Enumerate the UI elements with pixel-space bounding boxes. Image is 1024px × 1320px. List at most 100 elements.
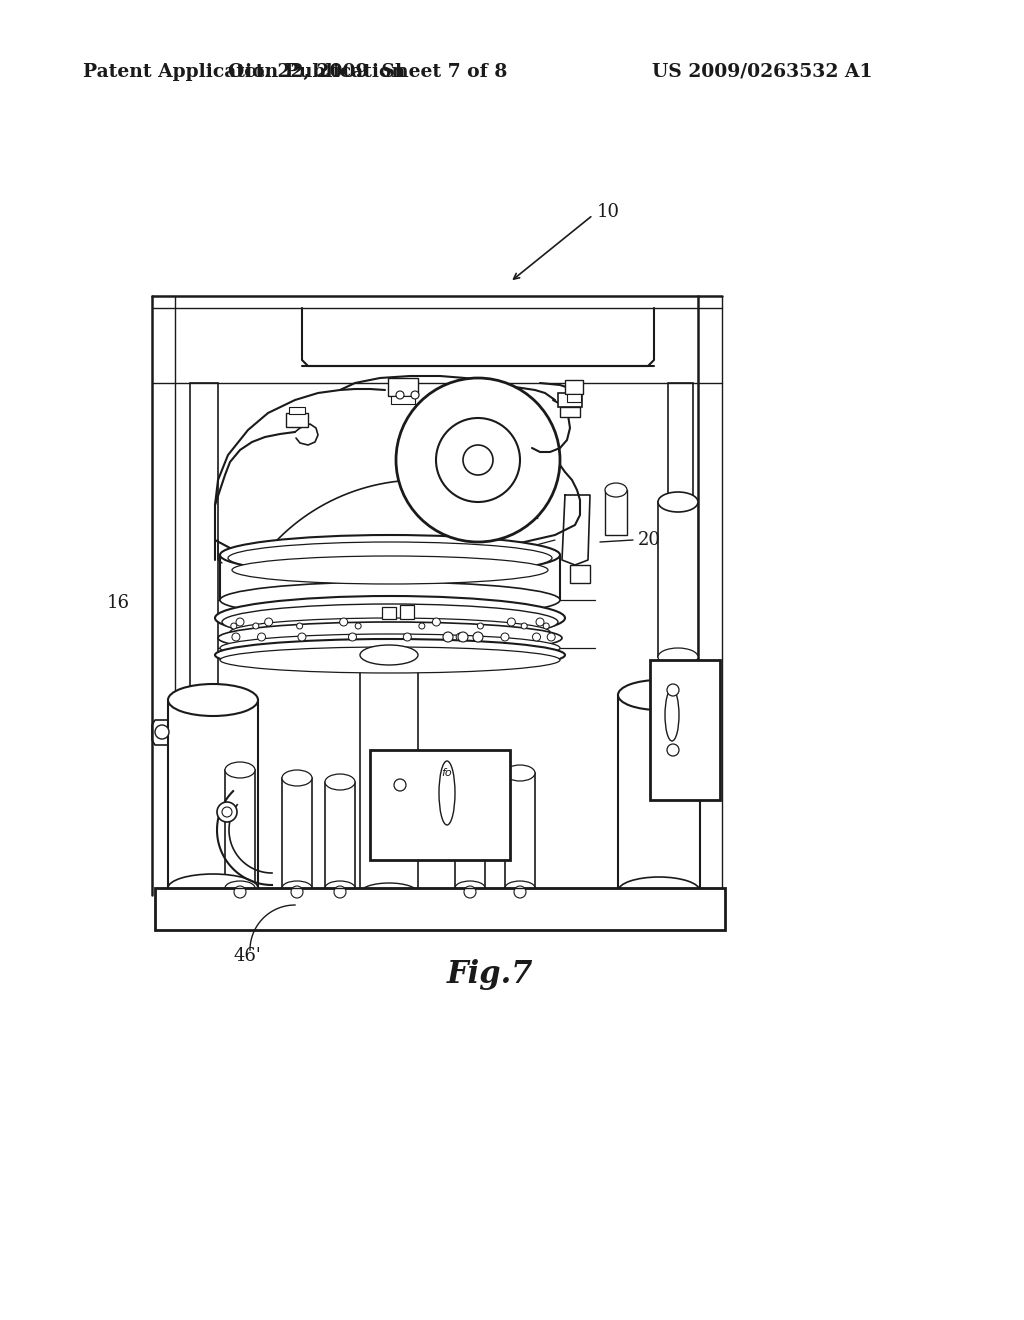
Bar — [565, 380, 583, 393]
Bar — [286, 413, 308, 426]
Ellipse shape — [605, 483, 627, 498]
Ellipse shape — [282, 880, 312, 895]
Bar — [558, 393, 582, 407]
Circle shape — [155, 725, 169, 739]
Circle shape — [443, 632, 453, 642]
Circle shape — [236, 618, 244, 626]
Ellipse shape — [505, 766, 535, 781]
Ellipse shape — [222, 605, 558, 640]
Ellipse shape — [168, 684, 258, 715]
Bar — [505, 774, 535, 888]
Bar — [658, 502, 698, 657]
Text: 46': 46' — [233, 946, 261, 965]
Text: fo: fo — [441, 768, 453, 777]
Bar — [325, 781, 355, 888]
Ellipse shape — [225, 880, 255, 895]
Ellipse shape — [218, 622, 562, 653]
Bar — [282, 777, 312, 888]
Text: Oct. 22, 2009  Sheet 7 of 8: Oct. 22, 2009 Sheet 7 of 8 — [228, 63, 508, 81]
Text: Fig.7: Fig.7 — [446, 960, 534, 990]
Ellipse shape — [360, 645, 418, 665]
Text: 16: 16 — [106, 594, 130, 612]
Bar — [370, 750, 510, 861]
Bar — [567, 393, 581, 403]
Ellipse shape — [455, 770, 485, 785]
Ellipse shape — [658, 492, 698, 512]
Circle shape — [464, 886, 476, 898]
Circle shape — [257, 634, 265, 642]
Ellipse shape — [220, 582, 560, 618]
Bar — [605, 490, 627, 535]
Text: US 2009/0263532 A1: US 2009/0263532 A1 — [651, 63, 872, 81]
Circle shape — [297, 623, 303, 630]
Circle shape — [411, 391, 419, 399]
Circle shape — [514, 886, 526, 898]
Ellipse shape — [658, 648, 698, 667]
Circle shape — [396, 378, 560, 543]
Bar — [360, 655, 418, 894]
Circle shape — [532, 634, 541, 642]
Ellipse shape — [618, 680, 700, 710]
Circle shape — [231, 634, 240, 642]
Circle shape — [473, 632, 483, 642]
Circle shape — [234, 886, 246, 898]
Bar — [289, 407, 305, 414]
Ellipse shape — [215, 597, 565, 640]
Bar — [570, 565, 590, 583]
Ellipse shape — [228, 543, 552, 574]
Circle shape — [667, 744, 679, 756]
Circle shape — [463, 445, 493, 475]
Ellipse shape — [225, 762, 255, 777]
Circle shape — [536, 618, 544, 626]
Circle shape — [456, 634, 464, 642]
Circle shape — [436, 418, 520, 502]
Circle shape — [667, 684, 679, 696]
Circle shape — [334, 886, 346, 898]
Bar — [190, 383, 218, 895]
Bar — [388, 378, 418, 396]
Bar — [618, 696, 700, 891]
Ellipse shape — [505, 880, 535, 895]
Circle shape — [432, 618, 440, 626]
Circle shape — [521, 623, 527, 630]
Ellipse shape — [232, 556, 548, 583]
Bar — [668, 383, 693, 895]
Ellipse shape — [455, 880, 485, 895]
Bar — [400, 605, 414, 619]
Text: 20: 20 — [638, 531, 660, 549]
Circle shape — [230, 623, 237, 630]
Ellipse shape — [215, 639, 565, 671]
Circle shape — [419, 623, 425, 630]
Text: 10: 10 — [597, 203, 620, 220]
Bar — [560, 407, 580, 417]
Ellipse shape — [665, 689, 679, 741]
Circle shape — [501, 634, 509, 642]
Ellipse shape — [220, 535, 560, 576]
Circle shape — [222, 807, 232, 817]
Bar — [391, 396, 415, 404]
Circle shape — [396, 391, 404, 399]
Ellipse shape — [220, 647, 560, 673]
Ellipse shape — [282, 770, 312, 785]
Ellipse shape — [220, 634, 560, 663]
Circle shape — [507, 618, 515, 626]
Circle shape — [298, 634, 306, 642]
Bar — [382, 607, 396, 619]
Text: Patent Application Publication: Patent Application Publication — [83, 63, 406, 81]
Circle shape — [403, 634, 412, 642]
Bar — [155, 888, 725, 931]
Ellipse shape — [360, 883, 418, 903]
Ellipse shape — [325, 880, 355, 895]
Circle shape — [477, 623, 483, 630]
Circle shape — [458, 632, 468, 642]
Circle shape — [340, 618, 347, 626]
Circle shape — [291, 886, 303, 898]
Ellipse shape — [325, 774, 355, 789]
Bar — [168, 700, 258, 888]
Circle shape — [217, 803, 237, 822]
Ellipse shape — [439, 762, 455, 825]
Bar — [455, 777, 485, 888]
Circle shape — [264, 618, 272, 626]
Bar — [225, 770, 255, 888]
Circle shape — [543, 623, 549, 630]
